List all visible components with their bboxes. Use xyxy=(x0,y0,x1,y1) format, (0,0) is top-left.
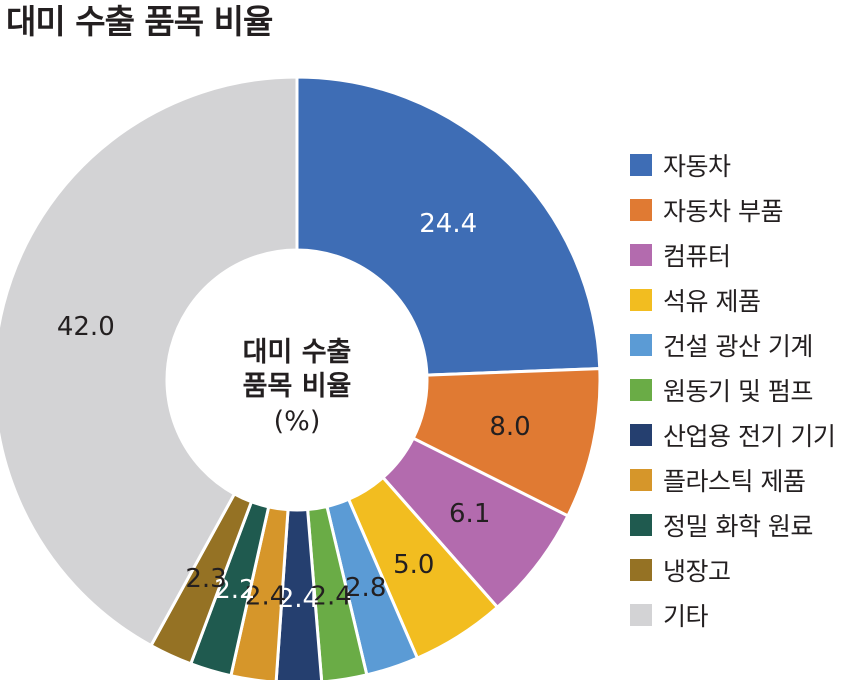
legend-label: 석유 제품 xyxy=(663,286,761,316)
slice-value-label-5: 2.8 xyxy=(345,573,386,603)
legend-item-4: 석유 제품 xyxy=(630,277,864,322)
slice-value-label-9: 2.2 xyxy=(214,575,255,605)
legend-label: 플라스틱 제품 xyxy=(663,466,806,496)
chart-title: 대미 수출 품목 비율 xyxy=(6,2,273,41)
legend-label: 산업용 전기 기기 xyxy=(663,421,836,451)
center-label-unit: (%) xyxy=(274,406,321,437)
legend-item-1: 자동차 xyxy=(630,142,864,187)
slice-value-label-10: 2.3 xyxy=(185,564,226,594)
legend-swatch xyxy=(630,288,652,311)
slice-value-label-7: 2.4 xyxy=(278,584,319,614)
legend-label: 자동차 부품 xyxy=(663,196,783,226)
legend-item-8: 플라스틱 제품 xyxy=(630,457,864,502)
center-label-line2: 품목 비율 xyxy=(243,371,352,402)
legend-label: 컴퓨터 xyxy=(663,241,731,271)
legend-swatch xyxy=(630,423,652,446)
slice-value-label-1: 24.4 xyxy=(419,209,477,239)
legend-swatch xyxy=(630,603,652,626)
slice-value-label-6: 2.4 xyxy=(310,581,351,611)
slices xyxy=(0,75,602,680)
legend-swatch xyxy=(630,243,652,266)
legend-swatch xyxy=(630,558,652,581)
slice-value-label-3: 6.1 xyxy=(449,499,490,529)
legend-item-9: 정밀 화학 원료 xyxy=(630,502,864,547)
legend-label: 건설 광산 기계 xyxy=(663,331,813,361)
slice-labels: 24.48.06.15.02.82.42.42.42.22.342.0 xyxy=(57,209,531,614)
slice-1 xyxy=(295,75,602,377)
legend-swatch xyxy=(630,153,652,176)
legend-swatch xyxy=(630,333,652,356)
legend-item-10: 냉장고 xyxy=(630,547,864,592)
slice-value-label-2: 8.0 xyxy=(489,412,530,442)
legend-label: 냉장고 xyxy=(663,556,731,586)
legend-item-7: 산업용 전기 기기 xyxy=(630,412,864,457)
slice-value-label-4: 5.0 xyxy=(393,550,434,580)
slice-11 xyxy=(0,75,299,648)
legend-label: 기타 xyxy=(663,601,709,631)
legend-item-3: 컴퓨터 xyxy=(630,232,864,277)
legend-swatch xyxy=(630,468,652,491)
slice-value-label-8: 2.4 xyxy=(245,582,286,612)
center-label-line1: 대미 수출 xyxy=(243,337,352,368)
legend-swatch xyxy=(630,198,652,221)
slice-value-label-11: 42.0 xyxy=(57,312,115,342)
legend-swatch xyxy=(630,378,652,401)
legend-item-11: 기타 xyxy=(630,592,864,637)
legend-item-2: 자동차 부품 xyxy=(630,187,864,232)
center-label: 대미 수출 품목 비율 (%) xyxy=(243,337,352,437)
legend-label: 자동차 xyxy=(663,151,731,181)
legend-item-6: 원동기 및 펌프 xyxy=(630,367,864,412)
legend-item-5: 건설 광산 기계 xyxy=(630,322,864,367)
legend-label: 정밀 화학 원료 xyxy=(663,511,813,541)
legend-label: 원동기 및 펌프 xyxy=(663,376,813,406)
legend-swatch xyxy=(630,513,652,536)
